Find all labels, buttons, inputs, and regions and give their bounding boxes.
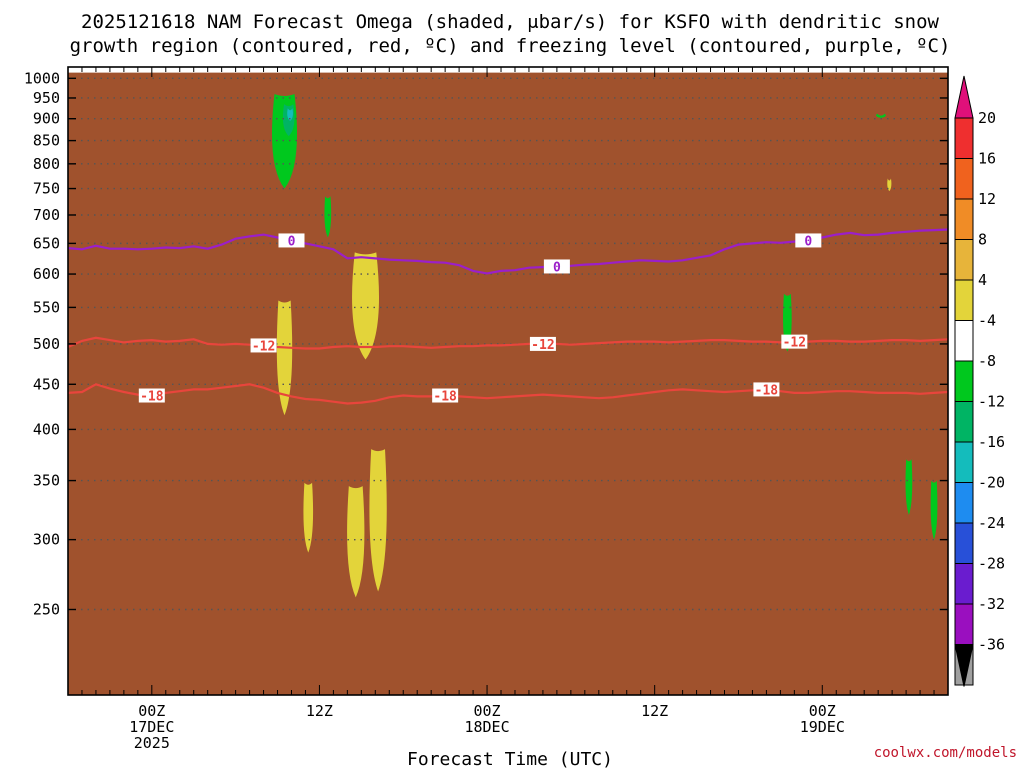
colorbar-bin-3	[954, 239, 974, 281]
y-tick-label-850: 850	[33, 132, 60, 150]
colorbar-bin-1	[954, 158, 974, 200]
colorbar-bin-0	[954, 117, 974, 159]
contour-label-bg-2-2	[795, 233, 822, 248]
colorbar-label-13: -36	[978, 636, 1005, 654]
contour-label-1-0: -12	[252, 339, 275, 354]
colorbar-label-10: -24	[978, 514, 1005, 532]
contour-label-bg-0-0	[138, 388, 165, 403]
y-tick-label-350: 350	[33, 472, 60, 490]
colorbar-label-4: 4	[978, 271, 987, 289]
x-tick-label-48-0: 00Z	[474, 702, 501, 720]
x-tick-label-60-0: 12Z	[641, 702, 668, 720]
x-tick-label-24-2: 2025	[134, 734, 170, 752]
contour-label-0-2: -18	[755, 383, 779, 398]
omega-region-0	[303, 482, 314, 553]
colorbar-label-7: -12	[978, 393, 1005, 411]
x-tick-label-24-1: 17DEC	[129, 718, 174, 736]
y-tick-label-300: 300	[33, 531, 60, 549]
omega-region-4	[352, 252, 380, 360]
contour-label-0-0: -18	[140, 390, 164, 405]
colorbar-bin-12	[954, 603, 974, 645]
contour-label-2-2: 0	[804, 234, 812, 249]
x-tick-label-24-0: 00Z	[138, 702, 165, 720]
colorbar-label-12: -32	[978, 595, 1005, 613]
contour-label-bg-0-2	[753, 382, 780, 397]
y-tick-label-400: 400	[33, 420, 60, 438]
contour-label-1-2: -12	[783, 336, 806, 351]
colorbar-label-0: 20	[978, 109, 996, 127]
colorbar-label-8: -16	[978, 433, 1005, 451]
x-tick-label-36-0: 12Z	[306, 702, 333, 720]
colorbar: 20 16 12 8 4 -4 -8 -12 -16 -20 -24 -28 -32 -36	[954, 75, 1005, 687]
colorbar-label-11: -28	[978, 555, 1005, 573]
plot-area: -18 -18 -18 -12 -12 -12 0 0 0	[67, 66, 949, 696]
credit-text: coolwx.com/models	[874, 745, 1017, 761]
omega-region-10	[905, 459, 913, 515]
omega-region-8	[287, 108, 293, 121]
colorbar-label-1: 16	[978, 150, 996, 168]
y-tick-label-600: 600	[33, 265, 60, 283]
omega-region-1	[347, 486, 365, 598]
omega-region-11	[930, 480, 938, 540]
y-tick-label-250: 250	[33, 601, 60, 619]
y-tick-label-700: 700	[33, 206, 60, 224]
y-tick-label-550: 550	[33, 298, 60, 316]
chart-title: 2025121618 NAM Forecast Omega (shaded, μ…	[70, 11, 951, 57]
x-tick-label-72-0: 00Z	[809, 702, 836, 720]
y-tick-label-800: 800	[33, 155, 60, 173]
colorbar-top-arrow	[954, 75, 974, 119]
colorbar-bottom-arrow	[954, 644, 974, 687]
x-tick-label-48-1: 18DEC	[464, 718, 509, 736]
colorbar-label-3: 8	[978, 231, 987, 249]
y-tick-label-650: 650	[33, 234, 60, 252]
x-axis-label: Forecast Time (UTC)	[407, 749, 613, 768]
contour-line-0	[67, 383, 949, 405]
colorbar-bin-7	[954, 401, 974, 443]
y-axis-pressure: 250 300 350 400 450 500 550 600 650 700 750 800 850 9…	[24, 69, 948, 619]
colorbar-label-2: 12	[978, 190, 996, 208]
title-line-2: growth region (contoured, red, ºC) and f…	[70, 35, 951, 57]
y-tick-label-950: 950	[33, 89, 60, 107]
title-line-1: 2025121618 NAM Forecast Omega (shaded, μ…	[81, 11, 939, 33]
contour-label-bg-1-1	[529, 336, 556, 351]
omega-region-12	[876, 113, 886, 118]
contour-label-bg-1-0	[250, 338, 277, 353]
colorbar-bin-9	[954, 482, 974, 524]
colorbar-bin-8	[954, 441, 974, 483]
omega-region-2	[369, 449, 387, 592]
colorbar-label-5: -4	[978, 312, 996, 330]
contour-label-bg-2-0	[278, 233, 305, 248]
omega-region-3	[276, 300, 293, 416]
colorbar-bin-5	[954, 320, 974, 362]
contour-label-1-1: -12	[531, 338, 554, 353]
colorbar-bin-2	[954, 198, 974, 240]
contour-label-bg-1-2	[781, 334, 808, 349]
contour-label-bg-0-1	[432, 388, 459, 403]
y-tick-label-450: 450	[33, 375, 60, 393]
colorbar-bin-4	[954, 279, 974, 321]
y-tick-label-750: 750	[33, 180, 60, 198]
plot-frame	[67, 66, 949, 696]
contour-label-2-1: 0	[553, 260, 561, 275]
ground-strip	[68, 72, 948, 696]
y-tick-label-1000: 1000	[24, 69, 60, 87]
contour-label-bg-2-1	[543, 259, 570, 274]
colorbar-bin-11	[954, 563, 974, 605]
colorbar-bin-10	[954, 522, 974, 564]
colorbar-label-9: -20	[978, 474, 1005, 492]
y-tick-label-900: 900	[33, 110, 60, 128]
colorbar-label-6: -8	[978, 352, 996, 370]
contour-label-0-1: -18	[433, 390, 457, 405]
contour-label-2-0: 0	[288, 234, 296, 249]
omega-region-5	[324, 196, 332, 238]
x-tick-label-72-1: 19DEC	[800, 718, 845, 736]
y-tick-label-500: 500	[33, 335, 60, 353]
colorbar-bin-6	[954, 360, 974, 402]
